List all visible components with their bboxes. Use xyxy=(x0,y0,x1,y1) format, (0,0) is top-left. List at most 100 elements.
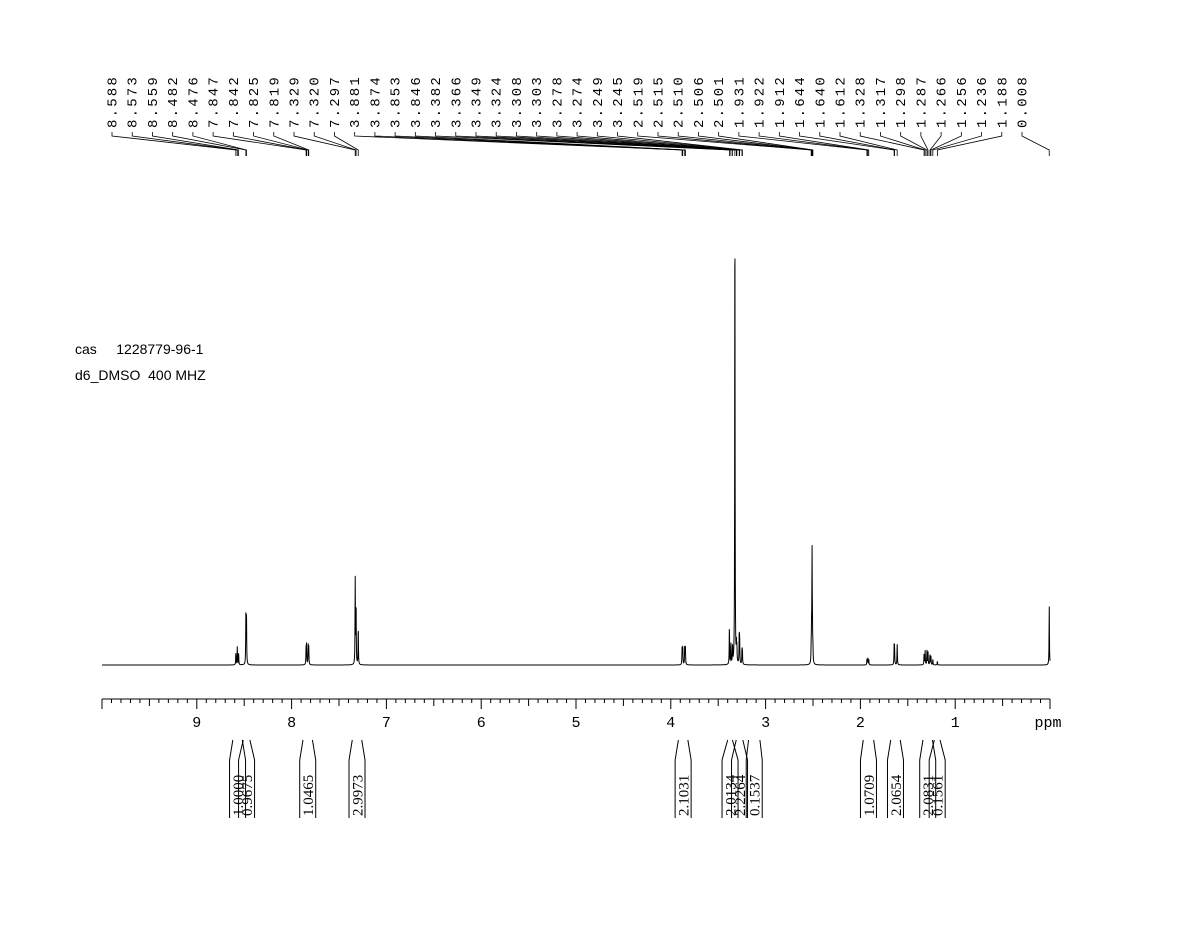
peak-label: 7.329 xyxy=(288,75,304,128)
peak-label-leader xyxy=(374,132,684,156)
integral-label: 2.2264 xyxy=(733,774,749,816)
peak-label-leader xyxy=(495,132,736,156)
peak-label: 1.612 xyxy=(834,75,850,128)
integral-bracket xyxy=(229,739,247,818)
integral-label: 2.1031 xyxy=(677,775,693,816)
cas-number: 1228779-96-1 xyxy=(116,341,204,357)
peak-label-leader xyxy=(334,132,359,156)
peak-label: 2.501 xyxy=(712,75,728,128)
peak-label: 1.188 xyxy=(995,75,1011,128)
peak-label: 7.819 xyxy=(267,75,283,128)
peak-label: 1.287 xyxy=(914,75,930,128)
integral-bracket xyxy=(299,739,317,818)
peak-label-leader xyxy=(936,132,1003,156)
peak-label: 3.278 xyxy=(550,75,566,128)
peak-label-leader xyxy=(273,132,310,156)
peak-label-leader xyxy=(212,132,307,156)
peak-label: 7.297 xyxy=(328,75,344,128)
peak-label: 2.506 xyxy=(692,75,708,128)
integral-bracket xyxy=(919,739,937,818)
tick-label: 9 xyxy=(192,715,201,732)
peak-label-leader xyxy=(758,132,869,156)
peak-label: 1.266 xyxy=(935,75,951,128)
integral-bracket xyxy=(886,739,904,818)
peak-label-leader xyxy=(172,132,247,156)
peak-label-group: 8.588 8.573 8.559 8.482 8.476 7.847 7.842 7.825… xyxy=(106,75,1050,156)
integral-bracket xyxy=(348,739,366,818)
peak-label-leader xyxy=(232,132,307,156)
peak-label: 3.303 xyxy=(530,75,546,128)
solvent-label: d6_DMSO xyxy=(75,367,141,383)
peak-label-leader xyxy=(839,132,898,156)
peak-label-leader xyxy=(516,132,737,156)
peak-label-leader xyxy=(111,132,237,156)
peak-label-leader xyxy=(536,132,738,156)
peak-label-leader xyxy=(313,132,357,156)
tick-label: 1 xyxy=(951,715,960,732)
peak-label: 1.256 xyxy=(955,75,971,128)
integral-bracket xyxy=(238,739,256,818)
peak-label: 1.931 xyxy=(732,75,748,128)
peak-label: 1.922 xyxy=(753,75,769,128)
peak-label: 1.640 xyxy=(813,75,829,128)
peak-label: 1.328 xyxy=(854,75,870,128)
peak-label: 3.249 xyxy=(591,75,607,128)
peak-label: 3.308 xyxy=(510,75,526,128)
integral-label: 2.0654 xyxy=(889,774,905,816)
peak-label-leader xyxy=(192,132,247,156)
peak-label: 2.519 xyxy=(631,75,647,128)
peak-label: 8.573 xyxy=(126,75,142,128)
peak-label: 3.846 xyxy=(409,75,425,128)
tick-label: 2 xyxy=(856,715,865,732)
peak-label-leader xyxy=(1021,132,1050,156)
frequency-label: 400 MHZ xyxy=(148,367,206,383)
peak-label-leader xyxy=(859,132,925,156)
peak-label: 7.847 xyxy=(207,75,223,128)
peak-label-leader xyxy=(253,132,309,156)
peak-label: 7.842 xyxy=(227,75,243,128)
peak-label-leader xyxy=(293,132,356,156)
peak-label-leader xyxy=(932,132,982,156)
peak-label-leader xyxy=(718,132,814,156)
peak-label: 3.324 xyxy=(490,75,506,128)
spectrum-trace xyxy=(102,258,1051,666)
peak-label-leader xyxy=(354,132,683,156)
peak-label: 2.510 xyxy=(672,75,688,128)
peak-label: 3.366 xyxy=(449,75,465,128)
integral-label: 1.0709 xyxy=(862,775,878,816)
peak-label: 1.644 xyxy=(793,75,809,128)
peak-label: 3.853 xyxy=(389,75,405,128)
peak-label-leader xyxy=(929,132,942,156)
peak-label-leader xyxy=(131,132,238,156)
peak-label-leader xyxy=(435,132,730,156)
peak-label: 1.317 xyxy=(874,75,890,128)
tick-label: 7 xyxy=(382,715,391,732)
peak-label: 8.482 xyxy=(166,75,182,128)
integral-bracket xyxy=(745,739,763,818)
peak-label: 3.881 xyxy=(348,75,364,128)
tick-label: 8 xyxy=(287,715,296,732)
integral-label: 0.1537 xyxy=(748,774,764,816)
integral-label: 0.1561 xyxy=(931,775,947,816)
peak-label-leader xyxy=(455,132,732,156)
integral-bracket xyxy=(859,739,877,818)
peak-label-leader xyxy=(819,132,895,156)
sample-solvent-line: d6_DMSO 400 MHZ xyxy=(75,367,206,383)
sample-cas-line: cas 1228779-96-1 xyxy=(75,341,203,357)
integral-label: 2.9973 xyxy=(351,775,367,816)
integral-bracket xyxy=(731,739,749,818)
peak-label-leader xyxy=(930,132,962,156)
peak-label: 2.515 xyxy=(652,75,668,128)
ppm-axis: 9 8 7 6 5 4 3 2 1 ppm xyxy=(101,698,1062,732)
peak-label-leader xyxy=(880,132,926,156)
peak-label: 1.236 xyxy=(975,75,991,128)
peak-label: 8.559 xyxy=(146,75,162,128)
integral-label: 0.9675 xyxy=(240,775,256,816)
integral-bracket xyxy=(928,739,946,818)
cas-label: cas xyxy=(75,341,97,357)
peak-label: 1.298 xyxy=(894,75,910,128)
tick-label: 3 xyxy=(761,715,770,732)
peak-label: 1.912 xyxy=(773,75,789,128)
peak-label: 7.825 xyxy=(247,75,263,128)
